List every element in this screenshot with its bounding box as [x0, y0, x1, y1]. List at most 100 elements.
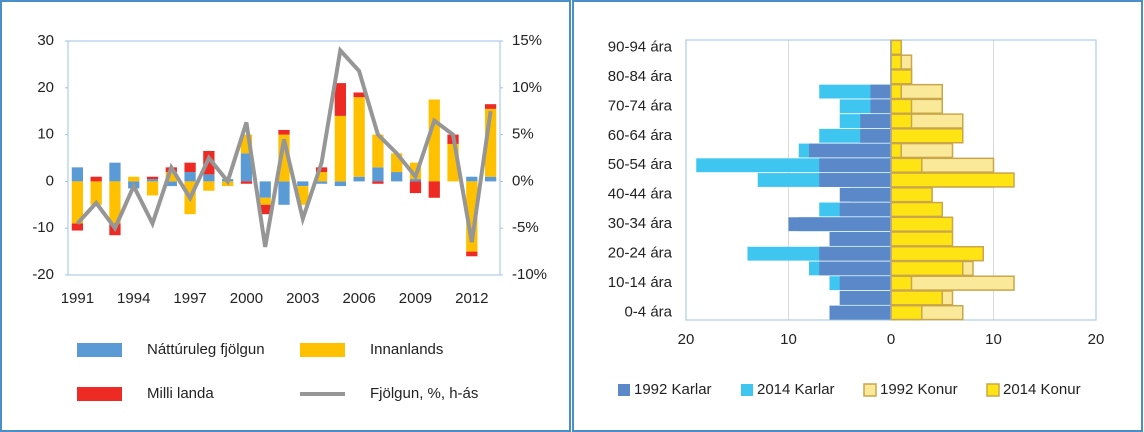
bar: [297, 186, 309, 205]
y2-tick-label: -5%: [512, 219, 539, 236]
y-tick-label: 60-64 ára: [608, 127, 673, 144]
bar: [428, 99, 440, 182]
legend-label: 2014 Karlar: [757, 381, 835, 398]
bar: [466, 181, 478, 252]
bar: [890, 39, 902, 56]
legend-label: Innanlands: [370, 341, 443, 358]
y-tick-label: 20: [37, 79, 54, 96]
bar: [890, 275, 913, 291]
legend-swatch: [77, 343, 122, 357]
bar: [372, 167, 384, 182]
bar: [890, 83, 902, 100]
bar: [334, 83, 346, 116]
bar: [428, 181, 440, 198]
bar: [90, 176, 102, 182]
bar: [839, 187, 891, 202]
x-tick-label: 2009: [399, 290, 432, 307]
x-tick-label: 10: [985, 331, 1002, 348]
y2-tick-label: 15%: [512, 32, 542, 49]
x-tick-label: 1991: [61, 290, 94, 307]
legend-swatch: [863, 383, 877, 397]
bar: [890, 69, 913, 85]
legend-swatch: [618, 384, 630, 396]
bar: [278, 129, 290, 135]
bar: [372, 134, 384, 168]
y-tick-label: -20: [32, 266, 54, 283]
bar: [870, 84, 891, 99]
bar: [870, 99, 891, 114]
legend-label: 1992 Karlar: [634, 381, 712, 398]
x-tick-label: 20: [1088, 331, 1105, 348]
bar: [839, 276, 891, 291]
y2-tick-label: 10%: [512, 79, 542, 96]
bar: [184, 162, 196, 173]
bar: [484, 176, 497, 182]
bar: [890, 231, 954, 247]
x-tick-label: 1994: [117, 290, 150, 307]
bar: [240, 134, 253, 154]
legend-label: Milli landa: [147, 385, 214, 402]
bar: [788, 217, 891, 232]
bar: [829, 232, 891, 246]
x-tick-label: 2012: [455, 290, 488, 307]
x-tick-label: 2000: [230, 290, 263, 307]
bar: [484, 104, 497, 109]
legend-swatch: [986, 383, 1000, 397]
bar: [890, 172, 1015, 188]
x-tick-label: 20: [678, 331, 695, 348]
bar: [165, 181, 177, 187]
bar: [409, 179, 422, 182]
bar: [890, 113, 913, 129]
legend-label: 2014 Konur: [1003, 381, 1081, 398]
y-tick-label: 10: [37, 126, 54, 143]
bar: [259, 181, 271, 198]
bar: [409, 181, 422, 194]
left-panel: [0, 0, 571, 432]
bar: [484, 108, 497, 177]
bar: [819, 158, 891, 173]
bar: [839, 290, 891, 305]
y-tick-label: 90-94 ára: [608, 38, 673, 55]
bar: [890, 260, 964, 277]
legend-label: 1992 Konur: [880, 381, 958, 398]
bar: [890, 216, 954, 232]
bar: [829, 305, 891, 320]
bar: [890, 98, 913, 114]
x-tick-label: 2006: [342, 290, 375, 307]
bar: [259, 197, 271, 205]
bar: [165, 172, 177, 182]
y2-tick-label: 0%: [512, 172, 534, 189]
bar: [259, 204, 271, 215]
bar: [372, 181, 384, 184]
legend-swatch: [77, 387, 122, 401]
y-tick-label: 0: [46, 172, 54, 189]
bar: [146, 181, 159, 196]
bar: [819, 173, 891, 187]
bar: [315, 167, 328, 173]
y-tick-label: 0-4 ára: [624, 304, 672, 321]
bar: [71, 181, 84, 224]
bar: [184, 172, 196, 182]
bar: [860, 114, 891, 128]
legend-label: Fjölgun, %, h-ás: [370, 385, 478, 402]
bar: [240, 181, 253, 184]
bar: [890, 290, 943, 306]
bar: [278, 134, 290, 182]
bar: [890, 157, 923, 173]
bar: [890, 142, 902, 159]
bar: [890, 54, 902, 70]
bar: [71, 223, 84, 231]
bar: [391, 153, 403, 173]
bar: [315, 172, 328, 182]
y2-tick-label: -10%: [512, 266, 547, 283]
x-tick-label: 2003: [286, 290, 319, 307]
bar: [466, 176, 478, 182]
bar: [146, 179, 159, 182]
y-tick-label: 80-84 ára: [608, 68, 673, 85]
bar: [334, 181, 346, 187]
bar: [203, 181, 215, 191]
bar: [353, 92, 365, 98]
y-tick-label: 20-24 ára: [608, 245, 673, 262]
bar: [353, 97, 365, 177]
